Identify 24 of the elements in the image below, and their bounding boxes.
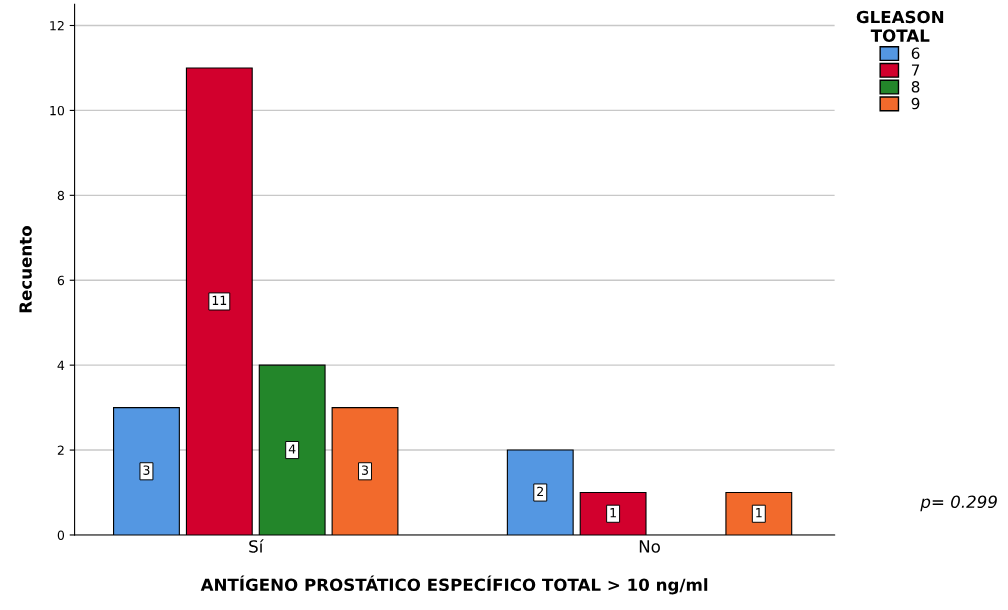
legend-label: 7: [911, 64, 920, 76]
data-label: 1: [610, 508, 616, 518]
x-axis-title: ANTÍGENO PROSTÁTICO ESPECÍFICO TOTAL > 10 ng/ml: [200, 575, 708, 595]
data-label: 3: [143, 465, 150, 475]
x-tick-label: No: [639, 540, 660, 553]
y-tick-label: 6: [57, 275, 65, 286]
y-tick-label: 8: [57, 190, 65, 201]
text: p= 0.299: [920, 495, 997, 512]
legend-title: GLEASON TOTAL: [856, 10, 944, 42]
data-label: 3: [362, 465, 368, 475]
y-tick-label: 10: [50, 105, 65, 116]
y-axis-title: Recuento: [19, 226, 32, 313]
legend-label: 6: [911, 47, 920, 59]
data-label: 1: [756, 508, 762, 518]
data-label: 4: [288, 444, 296, 454]
y-tick-label: 0: [57, 530, 65, 540]
y-tick-label: 4: [57, 360, 65, 370]
data-label: 2: [537, 486, 543, 496]
x-tick-label: Sí: [249, 539, 264, 553]
legend-label: 8: [911, 80, 920, 93]
y-tick-label: 2: [57, 445, 64, 455]
y-tick-label: 12: [50, 20, 64, 31]
legend-label: 9: [911, 97, 920, 110]
data-label: 11: [212, 295, 227, 305]
